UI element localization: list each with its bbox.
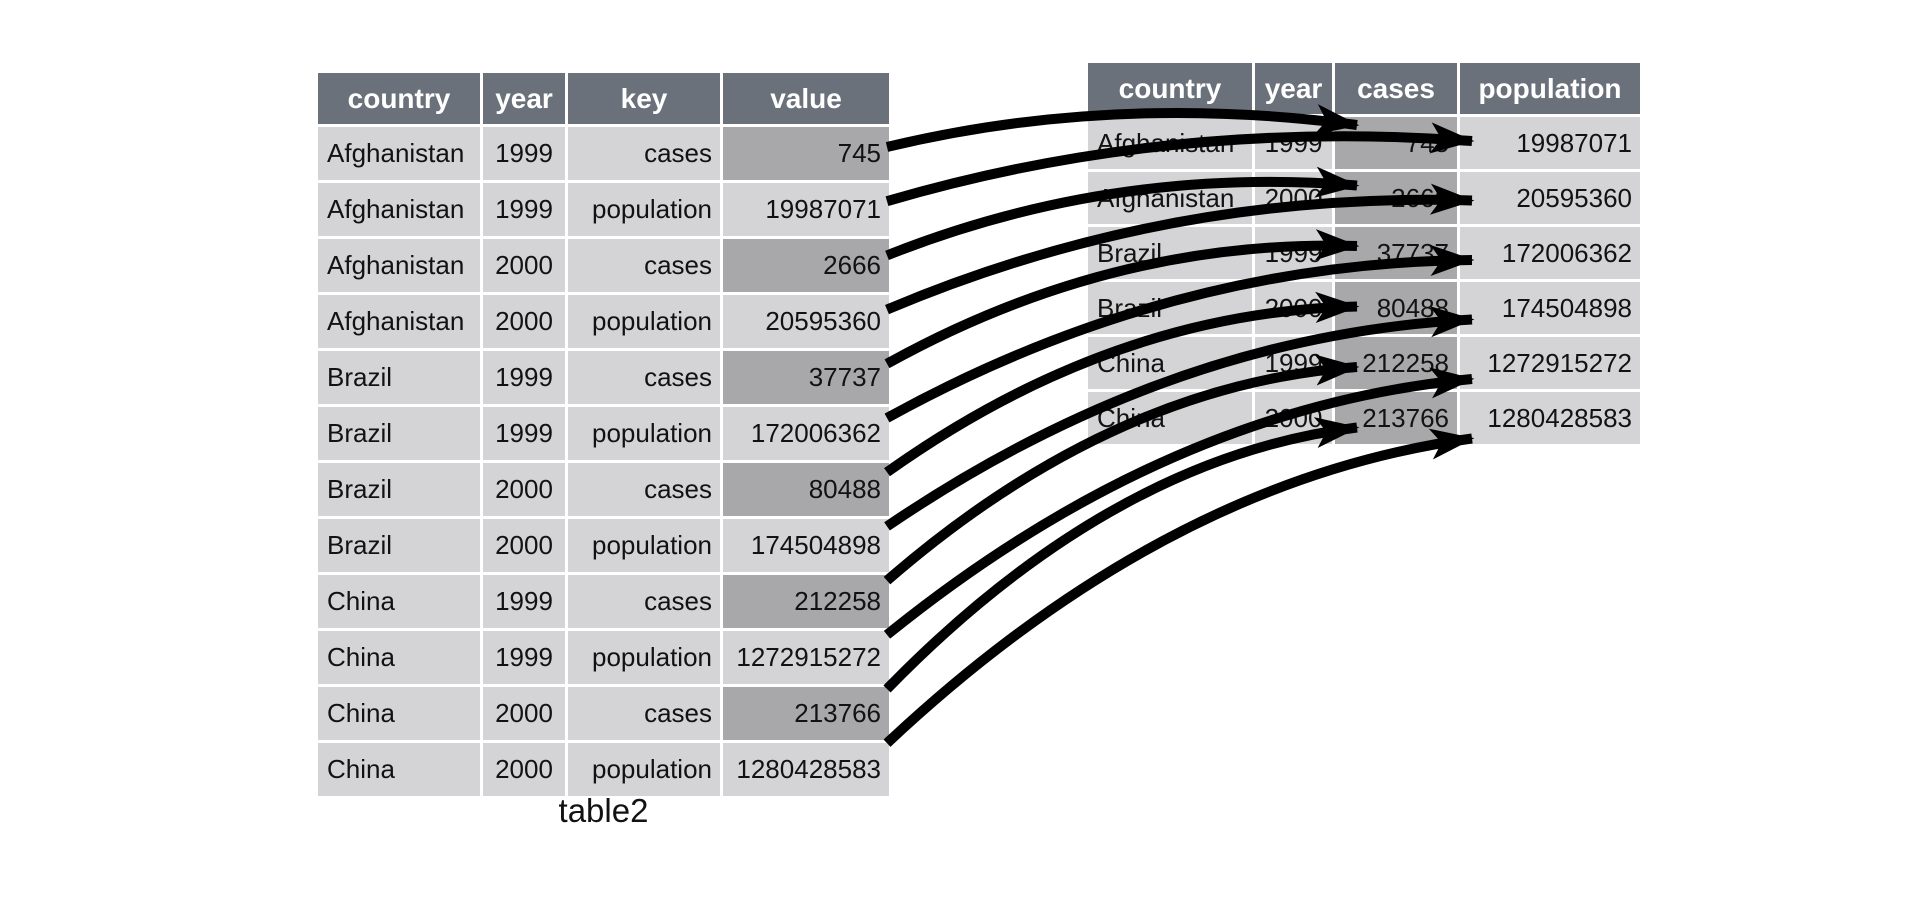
table-cell-value: 1272915272 <box>723 631 889 684</box>
table-cell-country: China <box>318 631 480 684</box>
table-cell-population: 1280428583 <box>1460 392 1640 444</box>
wide-table-result: country year cases population Afghanistan 199… <box>1088 63 1640 444</box>
table-cell-year: 1999 <box>483 407 565 460</box>
table-cell-country: Afghanistan <box>318 127 480 180</box>
column-header-population: population <box>1460 63 1640 114</box>
table-cell-year: 2000 <box>483 687 565 740</box>
table-cell-year: 2000 <box>1255 392 1332 444</box>
table-cell-year: 2000 <box>1255 282 1332 334</box>
table-cell-value: 19987071 <box>723 183 889 236</box>
table-cell-year: 2000 <box>483 295 565 348</box>
column-header-key: key <box>568 73 720 124</box>
table-cell-key: population <box>568 631 720 684</box>
table-cell-population: 172006362 <box>1460 227 1640 279</box>
table-cell-year: 1999 <box>1255 337 1332 389</box>
mapping-arrow-population-row5 <box>883 428 1475 747</box>
table-cell-year: 2000 <box>483 463 565 516</box>
table-cell-key: population <box>568 519 720 572</box>
table-cell-value: 1280428583 <box>723 743 889 796</box>
table-cell-country: Brazil <box>318 407 480 460</box>
table-cell-population: 1272915272 <box>1460 337 1640 389</box>
table-cell-country: China <box>318 575 480 628</box>
column-header-country: country <box>318 73 480 124</box>
table-cell-key: population <box>568 183 720 236</box>
column-header-year: year <box>483 73 565 124</box>
table-cell-value: 2666 <box>723 239 889 292</box>
table-cell-value: 172006362 <box>723 407 889 460</box>
table-cell-country: China <box>1088 392 1252 444</box>
table-cell-population: 174504898 <box>1460 282 1640 334</box>
table-cell-cases: 213766 <box>1335 392 1457 444</box>
column-header-value: value <box>723 73 889 124</box>
table-cell-country: Afghanistan <box>318 295 480 348</box>
column-header-year: year <box>1255 63 1332 114</box>
table-cell-country: China <box>1088 337 1252 389</box>
table-cell-year: 2000 <box>1255 172 1332 224</box>
table-cell-year: 2000 <box>483 743 565 796</box>
column-header-cases: cases <box>1335 63 1457 114</box>
table-cell-year: 1999 <box>483 127 565 180</box>
table-cell-country: Brazil <box>318 351 480 404</box>
table-cell-key: cases <box>568 687 720 740</box>
table-cell-country: Brazil <box>318 519 480 572</box>
table-cell-key: population <box>568 743 720 796</box>
table-cell-value: 20595360 <box>723 295 889 348</box>
table-caption: table2 <box>558 792 649 829</box>
table-cell-key: cases <box>568 463 720 516</box>
table-cell-key: cases <box>568 575 720 628</box>
table-cell-population: 19987071 <box>1460 117 1640 169</box>
table-cell-key: cases <box>568 351 720 404</box>
table-cell-key: cases <box>568 127 720 180</box>
table-cell-key: population <box>568 295 720 348</box>
table-cell-country: Afghanistan <box>318 183 480 236</box>
table-cell-year: 1999 <box>483 575 565 628</box>
table-cell-key: population <box>568 407 720 460</box>
table-cell-value: 213766 <box>723 687 889 740</box>
long-table-table2: country year key value Afghanistan 1999 cases 7… <box>318 73 889 796</box>
table-cell-cases: 2666 <box>1335 172 1457 224</box>
table-cell-year: 1999 <box>1255 227 1332 279</box>
table-cell-value: 37737 <box>723 351 889 404</box>
table-cell-population: 20595360 <box>1460 172 1640 224</box>
table-cell-cases: 212258 <box>1335 337 1457 389</box>
table-cell-year: 1999 <box>483 183 565 236</box>
table-cell-value: 745 <box>723 127 889 180</box>
table-cell-cases: 745 <box>1335 117 1457 169</box>
table-cell-country: China <box>318 687 480 740</box>
table-cell-country: Afghanistan <box>318 239 480 292</box>
column-header-country: country <box>1088 63 1252 114</box>
table-cell-country: Brazil <box>1088 227 1252 279</box>
table-cell-year: 2000 <box>483 239 565 292</box>
table-cell-cases: 37737 <box>1335 227 1457 279</box>
table-cell-country: Brazil <box>1088 282 1252 334</box>
table-cell-cases: 80488 <box>1335 282 1457 334</box>
mapping-arrow-cases-row5 <box>883 417 1360 693</box>
table-cell-value: 212258 <box>723 575 889 628</box>
table-cell-year: 1999 <box>483 631 565 684</box>
table-cell-year: 2000 <box>483 519 565 572</box>
table-cell-value: 174504898 <box>723 519 889 572</box>
table-cell-country: Brazil <box>318 463 480 516</box>
table-cell-country: Afghanistan <box>1088 117 1252 169</box>
table-cell-year: 1999 <box>483 351 565 404</box>
table-cell-key: cases <box>568 239 720 292</box>
table-cell-country: China <box>318 743 480 796</box>
table-cell-year: 1999 <box>1255 117 1332 169</box>
table-cell-value: 80488 <box>723 463 889 516</box>
table-cell-country: Afghanistan <box>1088 172 1252 224</box>
